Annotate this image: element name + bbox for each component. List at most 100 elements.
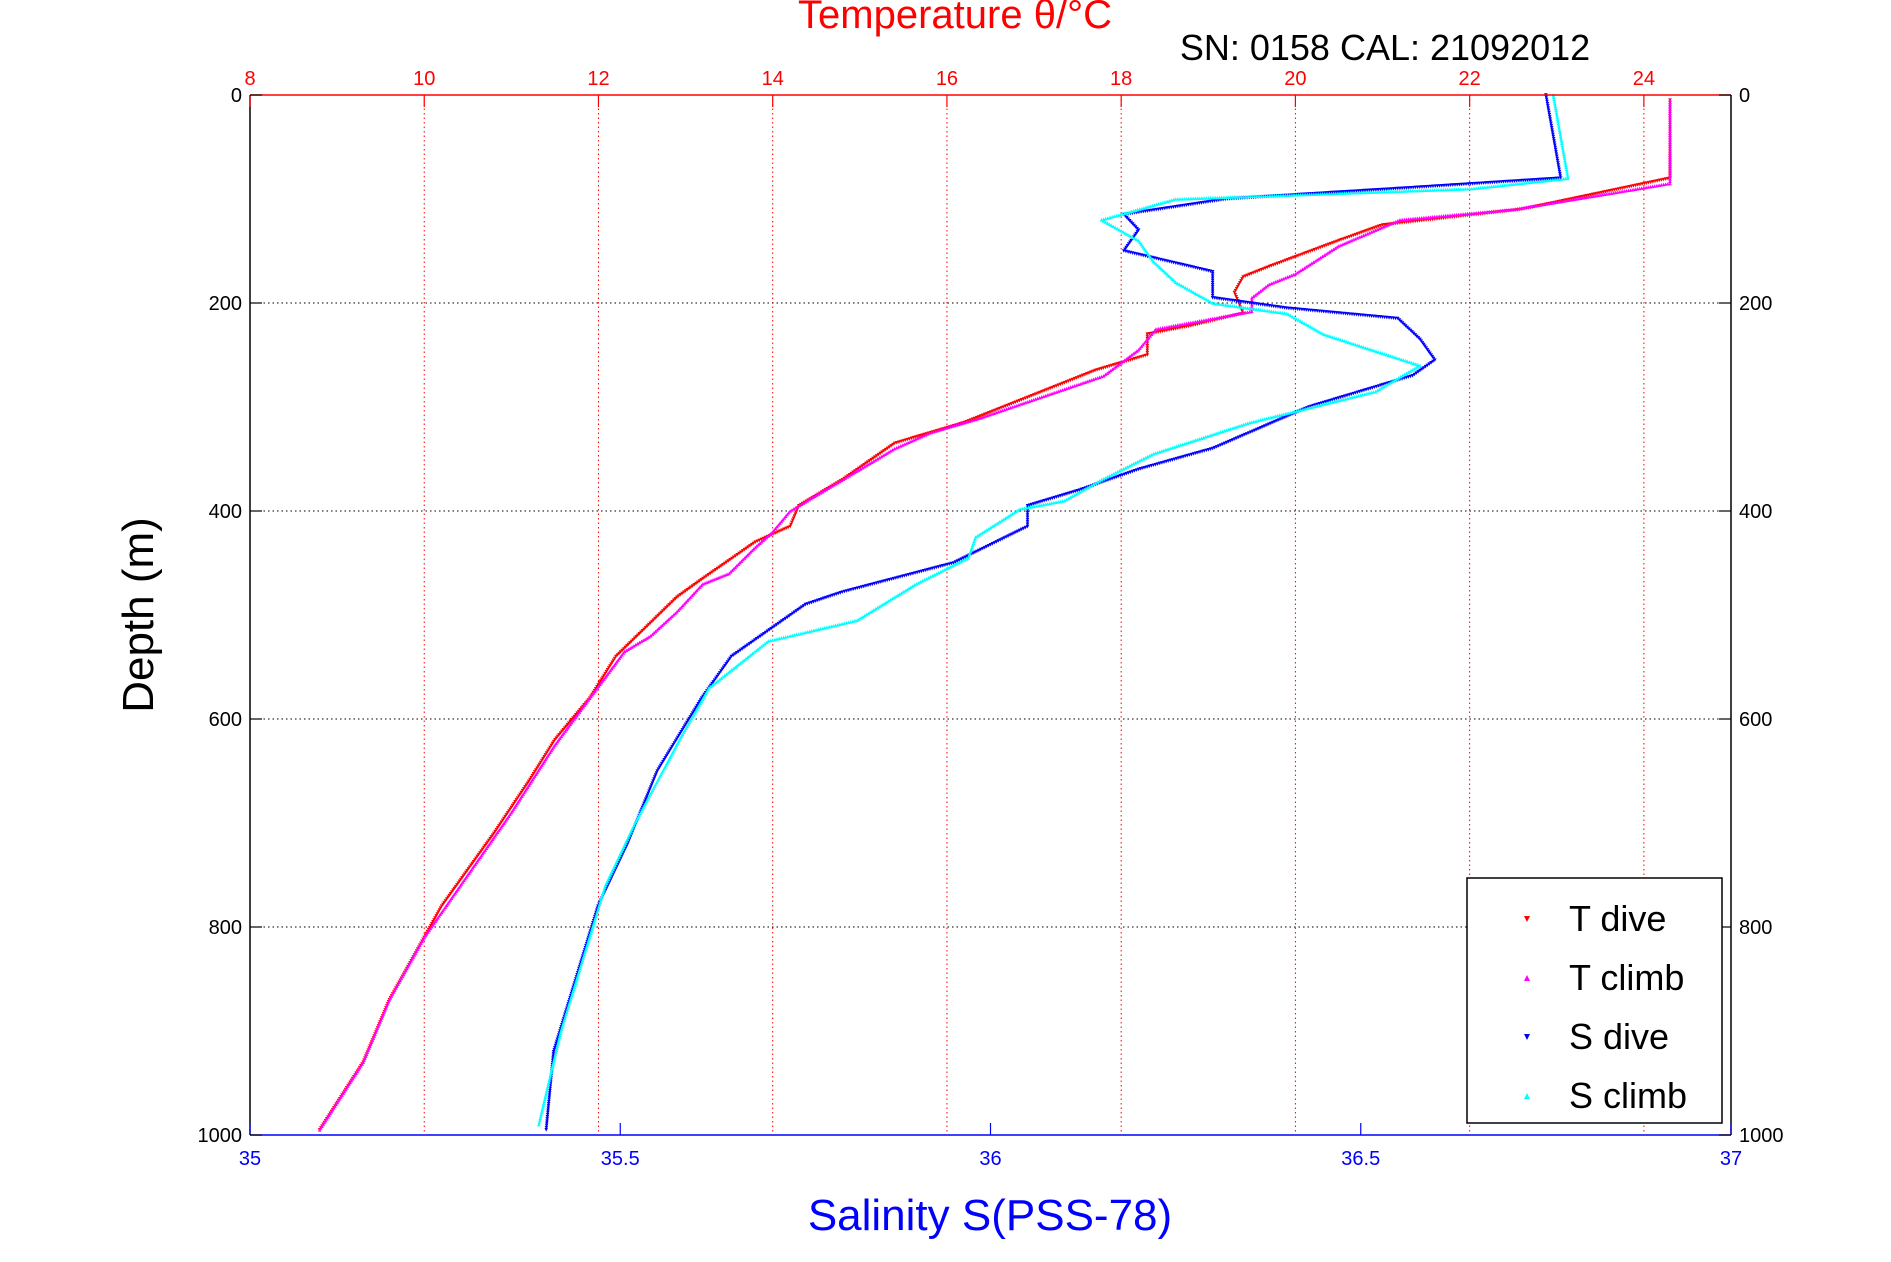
data-point [944, 426, 949, 430]
data-point [734, 650, 739, 655]
data-point [1553, 106, 1558, 110]
data-point [1068, 385, 1073, 389]
data-point [1191, 290, 1195, 294]
data-point [1358, 393, 1363, 397]
data-point [1133, 461, 1138, 465]
depth-tick-label: 600 [1739, 709, 1772, 731]
data-point [1363, 232, 1368, 237]
data-point [1478, 185, 1483, 190]
depth-tick-label: 400 [1739, 501, 1772, 523]
data-point [794, 632, 799, 637]
data-point [889, 444, 893, 448]
data-point [988, 412, 992, 417]
data-point [827, 624, 831, 629]
data-point [763, 641, 767, 646]
data-point [986, 527, 991, 531]
data-point [1108, 368, 1113, 373]
data-point [431, 920, 435, 924]
data-point [883, 447, 888, 452]
data-point [1060, 499, 1065, 503]
data-point [1189, 289, 1194, 293]
data-point [1085, 379, 1090, 384]
data-point [1109, 473, 1114, 477]
data-point [1172, 445, 1177, 449]
data-point [1322, 253, 1327, 257]
data-point [878, 451, 883, 456]
data-point [1552, 99, 1557, 104]
data-point [757, 646, 762, 650]
data-point [733, 652, 737, 656]
data-point [1223, 314, 1228, 318]
data-point [1371, 390, 1376, 394]
data-point [1243, 305, 1248, 310]
data-point [1124, 357, 1129, 361]
data-point [1091, 377, 1096, 382]
data-point [713, 568, 718, 572]
data-point [1337, 244, 1341, 248]
data-point [1373, 228, 1378, 232]
data-point [735, 663, 739, 668]
data-point [1374, 349, 1378, 353]
data-point [1112, 214, 1117, 219]
temperature-tick-label: 20 [1284, 68, 1306, 90]
data-point [886, 599, 891, 603]
data-point [1416, 370, 1420, 374]
data-point [1522, 205, 1526, 210]
data-point [598, 679, 603, 683]
data-point [1033, 504, 1037, 508]
data-point [1013, 404, 1017, 408]
data-point [1302, 321, 1307, 326]
data-point [1282, 311, 1287, 315]
data-point [1101, 477, 1106, 481]
data-point [643, 637, 647, 641]
data-point [885, 600, 889, 604]
data-point [1472, 211, 1476, 215]
data-point [737, 551, 741, 556]
data-point [1226, 303, 1230, 307]
data-point [839, 478, 844, 483]
data-point [1435, 214, 1439, 219]
data-point [746, 545, 750, 550]
data-point [1193, 291, 1197, 295]
data-point [509, 805, 514, 810]
data-point [946, 566, 951, 570]
data-point [550, 1065, 555, 1069]
data-point [1515, 181, 1520, 186]
data-point [1542, 179, 1546, 183]
data-point [552, 1056, 557, 1061]
data-point [772, 528, 776, 532]
data-point [1099, 218, 1104, 222]
data-point [1000, 537, 1004, 541]
data-point [903, 442, 907, 446]
data-point [792, 610, 797, 615]
data-point [1459, 212, 1463, 216]
data-point [1668, 161, 1672, 166]
data-point [992, 411, 996, 415]
data-point [546, 1110, 550, 1115]
data-point [1328, 249, 1332, 254]
data-point [809, 629, 814, 633]
data-point [1183, 441, 1187, 446]
data-point [1267, 416, 1271, 420]
data-point [1407, 360, 1412, 364]
data-point [1369, 390, 1374, 395]
data-point [1437, 214, 1441, 218]
data-point [1562, 154, 1566, 159]
data-point [500, 818, 505, 823]
data-point [1529, 180, 1533, 185]
data-point [1091, 482, 1096, 486]
data-point [957, 558, 962, 562]
data-point [1429, 361, 1433, 365]
data-point [1377, 226, 1382, 231]
data-point [1235, 424, 1239, 429]
data-point [1180, 442, 1185, 447]
data-point [1075, 383, 1079, 387]
data-point [1607, 191, 1611, 196]
data-point [1159, 267, 1164, 271]
data-point [521, 787, 526, 791]
data-point [1199, 318, 1204, 323]
data-point [1193, 438, 1198, 443]
data-point [1591, 194, 1596, 198]
data-point [1014, 509, 1019, 514]
data-point [547, 747, 551, 752]
